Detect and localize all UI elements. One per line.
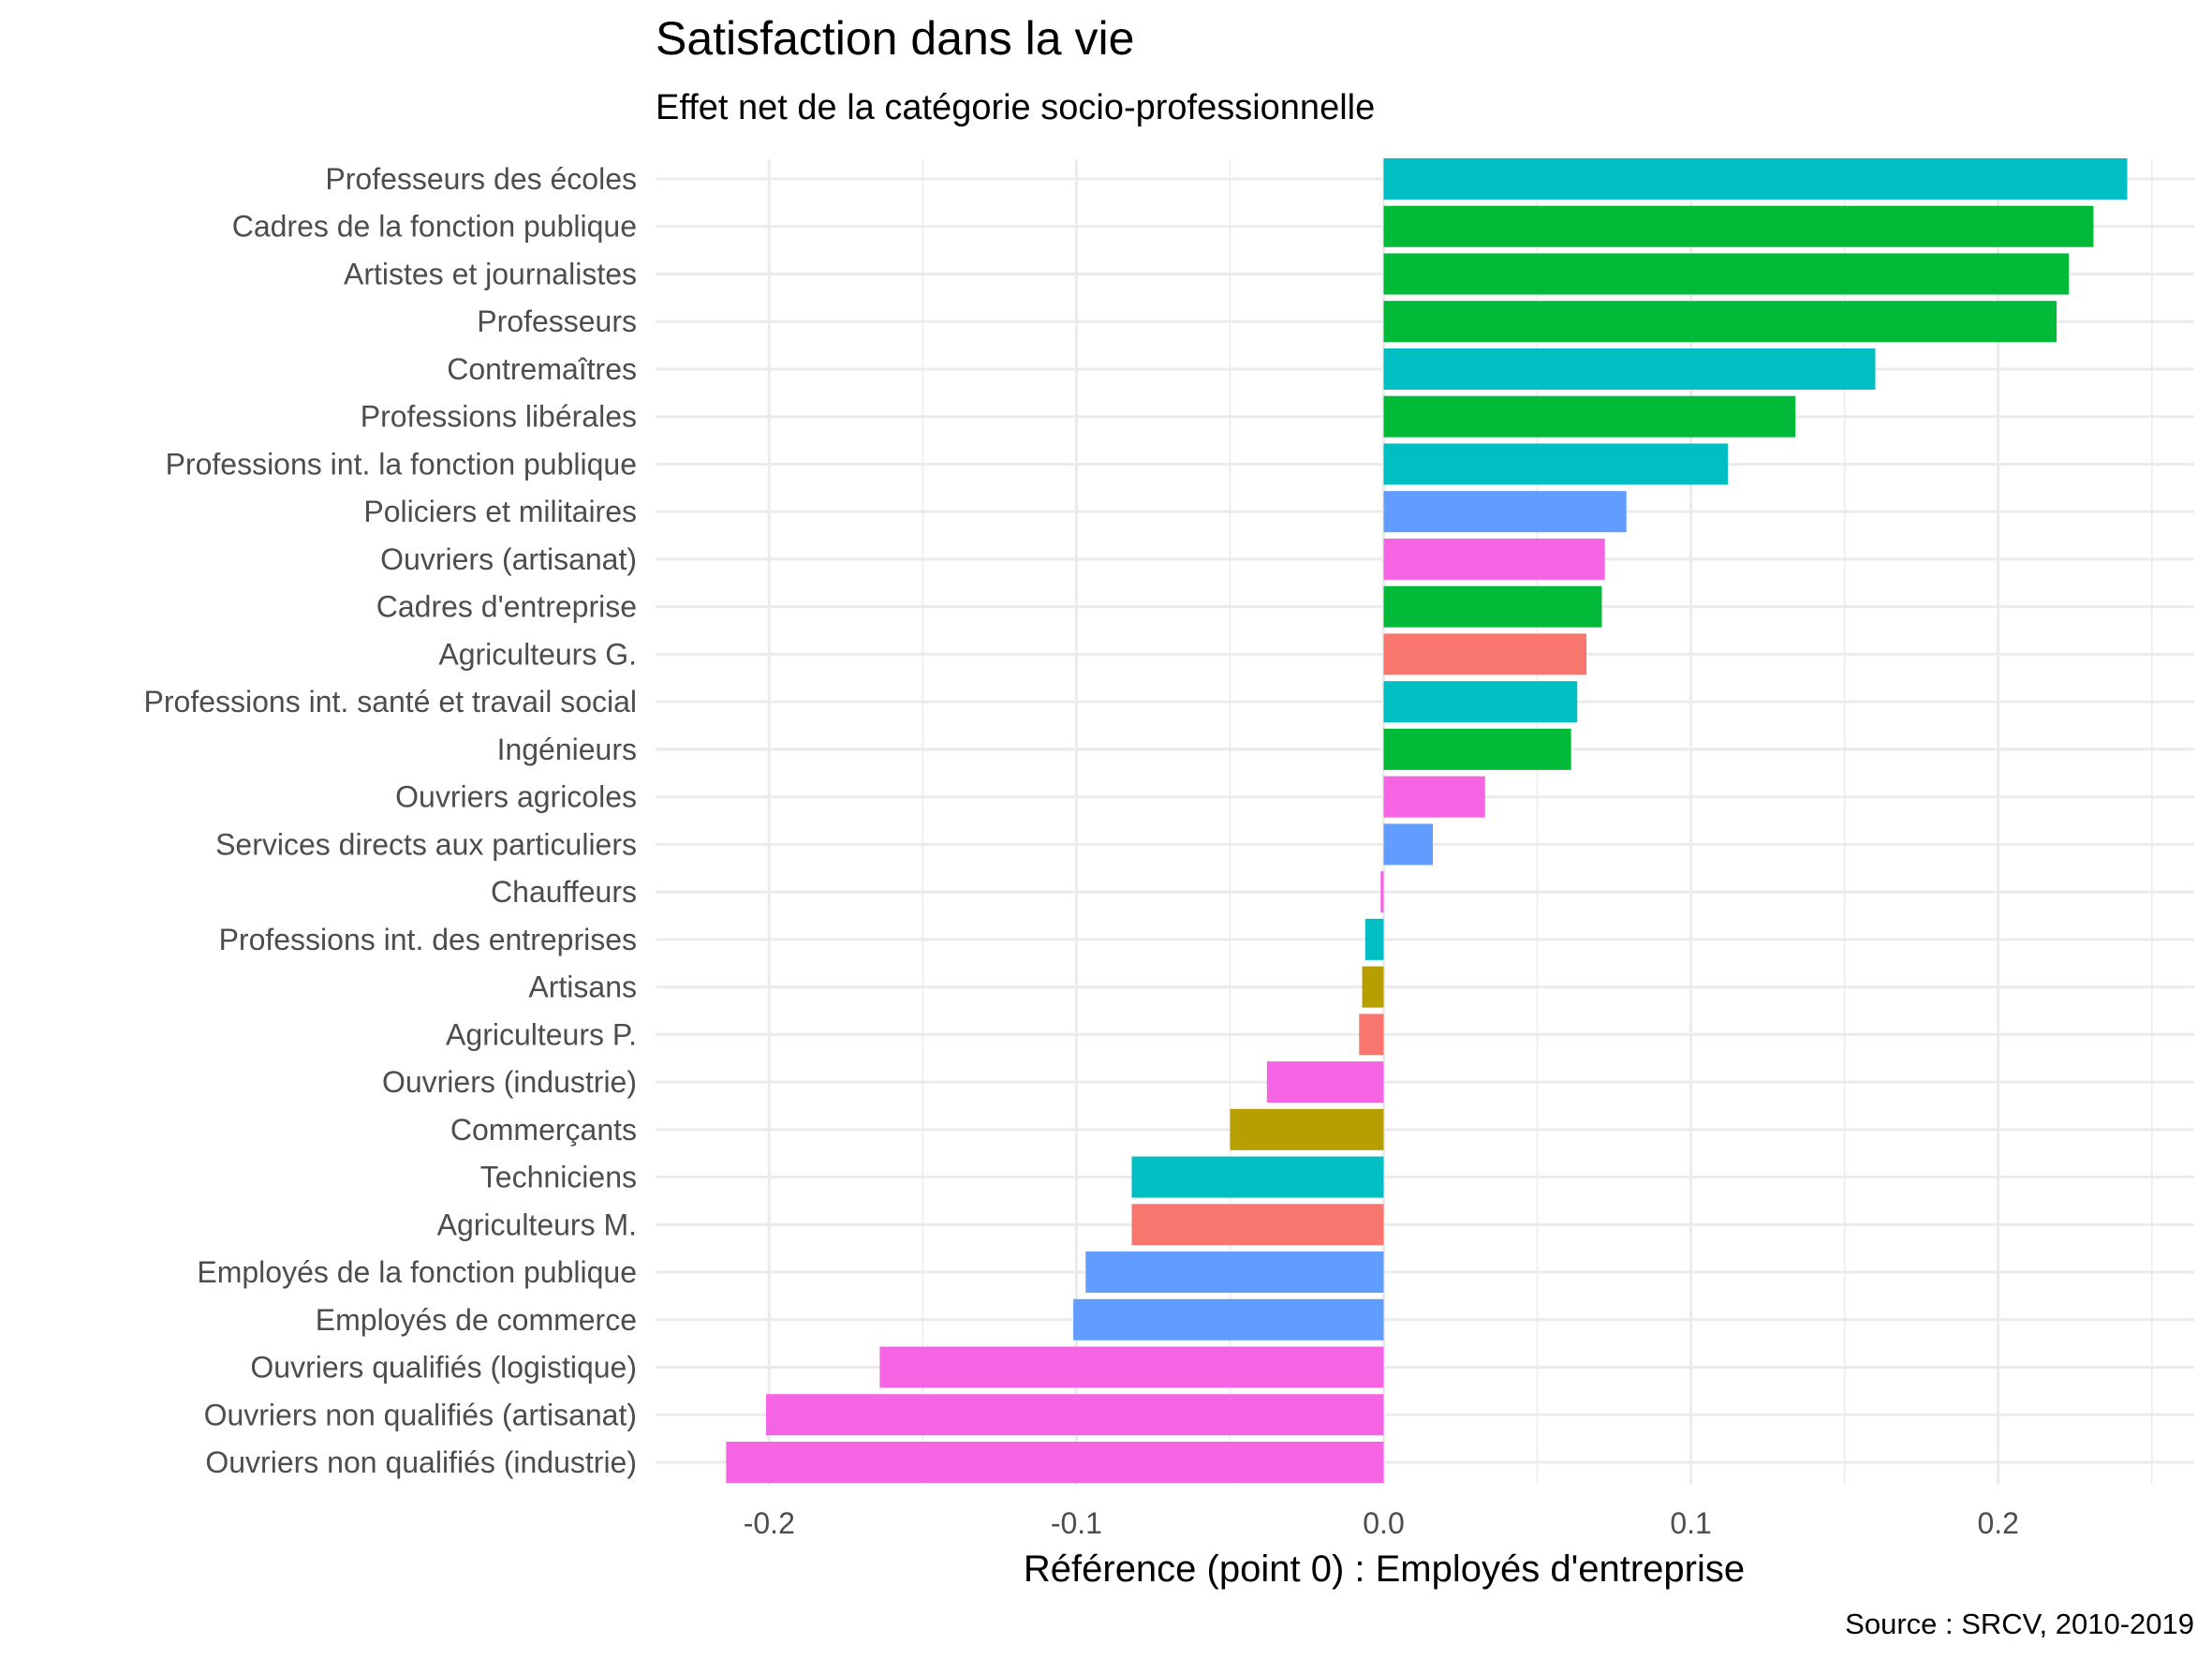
x-tick-label: -0.1 (1051, 1506, 1102, 1540)
bar (1383, 633, 1587, 675)
y-tick-label: Ouvriers non qualifiés (artisanat) (204, 1398, 637, 1431)
bar (1383, 158, 2128, 200)
y-tick-label: Services directs aux particuliers (215, 827, 637, 861)
y-tick-label: Professions libérales (361, 400, 637, 434)
bar (1383, 681, 1578, 723)
y-tick-label: Artisans (528, 970, 637, 1004)
bar (1383, 395, 1796, 437)
bar (726, 1442, 1384, 1483)
y-tick-label: Cadres de la fonction publique (232, 210, 637, 244)
y-tick-label: Agriculteurs M. (437, 1207, 637, 1241)
y-tick-label: Employés de commerce (316, 1303, 637, 1337)
y-tick-label: Policiers et militaires (363, 495, 637, 528)
y-tick-label: Artistes et journalistes (344, 257, 637, 290)
chart-title: Satisfaction dans la vie (656, 12, 1134, 65)
bar (1383, 301, 2057, 343)
bar (1383, 348, 1876, 390)
bar (1073, 1298, 1384, 1341)
x-tick-label: 0.2 (1977, 1506, 2018, 1540)
x-tick-label: 0.0 (1363, 1506, 1404, 1540)
bar (1364, 918, 1384, 960)
y-tick-label: Ouvriers non qualifiés (industrie) (205, 1445, 637, 1479)
bars (726, 158, 2128, 1483)
bar (1383, 776, 1485, 818)
y-tick-label: Professions int. santé et travail social (144, 685, 637, 718)
y-tick-label: Techniciens (480, 1161, 637, 1194)
bar (1359, 1014, 1384, 1056)
x-tick-label: 0.1 (1670, 1506, 1711, 1540)
bar (1383, 491, 1627, 533)
y-tick-label: Chauffeurs (491, 875, 637, 909)
bar (1230, 1108, 1384, 1150)
x-axis-title: Référence (point 0) : Employés d'entrepr… (1024, 1548, 1745, 1590)
bar (1380, 871, 1384, 913)
y-tick-label: Ouvriers qualifiés (logistique) (250, 1351, 637, 1385)
bar (1383, 443, 1728, 485)
y-tick-label: Professeurs des écoles (325, 162, 637, 196)
bar (1383, 538, 1605, 580)
y-tick-label: Agriculteurs G. (438, 637, 637, 671)
y-tick-label: Professions int. la fonction publique (166, 447, 637, 481)
bar (1383, 253, 2070, 295)
bar (1131, 1156, 1384, 1198)
bar (1383, 728, 1571, 770)
x-tick-label: -0.2 (744, 1506, 795, 1540)
x-tick-labels: -0.2 -0.1 0.0 0.1 0.2 (744, 1506, 2019, 1540)
bar (1383, 205, 2094, 247)
bar (879, 1346, 1384, 1388)
bar (1383, 585, 1602, 628)
bar (1131, 1204, 1384, 1246)
y-tick-label: Professions int. des entreprises (219, 923, 637, 956)
y-tick-label: Cadres d'entreprise (376, 590, 637, 624)
y-tick-label: Professeurs (477, 304, 637, 338)
chart-caption: Source : SRCV, 2010-2019 (1845, 1607, 2194, 1640)
y-tick-label: Ouvriers (industrie) (382, 1065, 637, 1099)
bar (1362, 966, 1384, 1008)
y-tick-label: Commerçants (450, 1113, 637, 1147)
bar (766, 1394, 1384, 1436)
y-tick-label: Ouvriers agricoles (395, 780, 637, 814)
chart-subtitle: Effet net de la catégorie socio-professi… (656, 88, 1375, 127)
y-tick-labels: Professeurs des écoles Cadres de la fonct… (144, 162, 637, 1479)
y-tick-label: Employés de la fonction publique (197, 1255, 637, 1289)
y-tick-label: Ingénieurs (497, 733, 637, 766)
y-tick-label: Agriculteurs P. (446, 1017, 637, 1051)
y-tick-label: Ouvriers (artisanat) (380, 542, 637, 576)
bar (1266, 1061, 1384, 1104)
bar (1085, 1252, 1384, 1294)
bar (1383, 823, 1433, 866)
y-tick-label: Contremaîtres (447, 352, 637, 386)
